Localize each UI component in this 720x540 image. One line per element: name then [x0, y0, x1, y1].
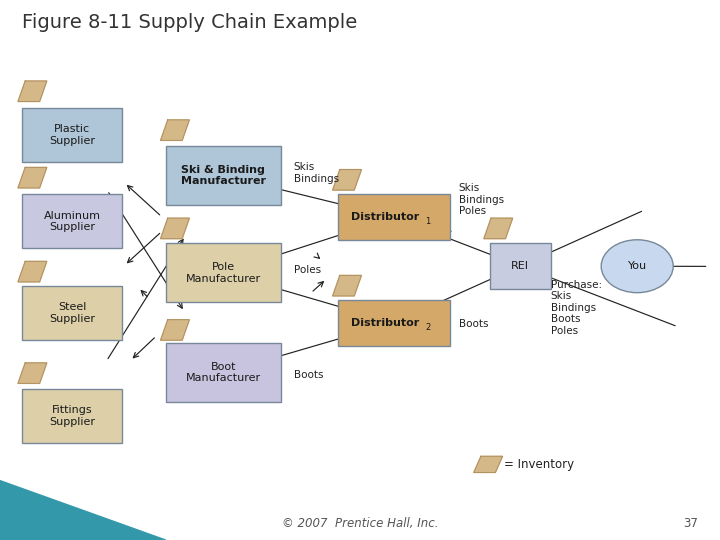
Polygon shape — [18, 167, 47, 188]
Polygon shape — [333, 170, 361, 190]
Text: Skis
Bindings
Poles: Skis Bindings Poles — [459, 183, 504, 217]
Polygon shape — [474, 456, 503, 472]
Text: REI: REI — [511, 261, 529, 271]
Ellipse shape — [601, 240, 673, 293]
Polygon shape — [161, 218, 189, 239]
FancyBboxPatch shape — [338, 194, 450, 240]
FancyBboxPatch shape — [490, 243, 551, 289]
Text: Figure 8-11 Supply Chain Example: Figure 8-11 Supply Chain Example — [22, 14, 357, 32]
Text: Fittings
Supplier: Fittings Supplier — [49, 405, 95, 427]
Text: Skis
Bindings: Skis Bindings — [294, 162, 339, 184]
Text: Ski & Binding
Manufacturer: Ski & Binding Manufacturer — [181, 165, 266, 186]
FancyBboxPatch shape — [166, 243, 281, 302]
Text: Boot
Manufacturer: Boot Manufacturer — [186, 362, 261, 383]
Polygon shape — [18, 261, 47, 282]
Text: Distributor: Distributor — [351, 212, 420, 222]
Polygon shape — [161, 120, 189, 140]
Polygon shape — [161, 320, 189, 340]
Text: = Inventory: = Inventory — [504, 458, 574, 471]
Text: Boots: Boots — [459, 319, 488, 329]
FancyBboxPatch shape — [338, 300, 450, 346]
Polygon shape — [18, 81, 47, 102]
Polygon shape — [333, 275, 361, 296]
Text: Steel
Supplier: Steel Supplier — [49, 302, 95, 324]
FancyBboxPatch shape — [22, 108, 122, 162]
FancyBboxPatch shape — [22, 194, 122, 248]
Text: 2: 2 — [426, 323, 431, 332]
Polygon shape — [0, 481, 166, 540]
Polygon shape — [484, 218, 513, 239]
FancyBboxPatch shape — [166, 146, 281, 205]
Text: © 2007  Prentice Hall, Inc.: © 2007 Prentice Hall, Inc. — [282, 517, 438, 530]
Text: Boots: Boots — [294, 370, 323, 380]
Text: Pole
Manufacturer: Pole Manufacturer — [186, 262, 261, 284]
FancyBboxPatch shape — [22, 389, 122, 443]
Text: 1: 1 — [426, 218, 431, 226]
Text: Distributor: Distributor — [351, 318, 420, 328]
Text: Poles: Poles — [294, 265, 321, 275]
Text: You: You — [628, 261, 647, 271]
Text: Plastic
Supplier: Plastic Supplier — [49, 124, 95, 146]
FancyBboxPatch shape — [166, 343, 281, 402]
FancyBboxPatch shape — [22, 286, 122, 340]
Text: 37: 37 — [683, 517, 698, 530]
Text: Aluminum
Supplier: Aluminum Supplier — [43, 211, 101, 232]
Text: Purchase:
Skis
Bindings
Boots
Poles: Purchase: Skis Bindings Boots Poles — [551, 280, 602, 336]
Polygon shape — [18, 363, 47, 383]
